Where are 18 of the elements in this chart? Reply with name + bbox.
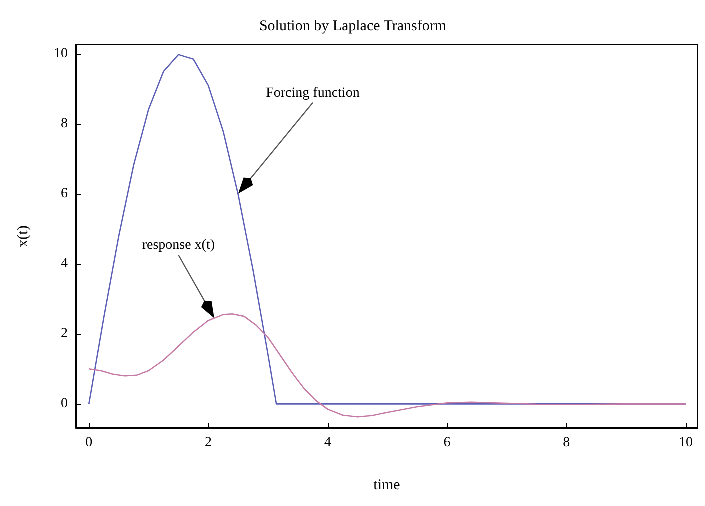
line-series	[88, 313, 687, 418]
y-tick-label: 6	[61, 186, 68, 202]
x-tick-label: 10	[679, 436, 694, 450]
y-tick-label: 0	[61, 396, 68, 412]
x-tick-label: 0	[86, 436, 93, 450]
y-tick-label: 10	[54, 46, 68, 62]
y-axis-title: x(t)	[16, 226, 32, 248]
chart-title: Solution by Laplace Transform	[259, 18, 447, 34]
x-tick-label: 4	[324, 436, 332, 450]
y-tick-label: 8	[61, 116, 68, 132]
y-tick-label: 4	[61, 256, 68, 272]
x-tick-label: 8	[563, 436, 570, 450]
annotation: response x(t)	[142, 238, 216, 254]
x-axis-title: time	[374, 478, 401, 494]
y-tick-label: 2	[61, 326, 68, 342]
x-tick-label: 6	[444, 436, 451, 450]
annotation: Forcing function	[266, 86, 360, 101]
x-tick-label: 2	[205, 436, 212, 450]
